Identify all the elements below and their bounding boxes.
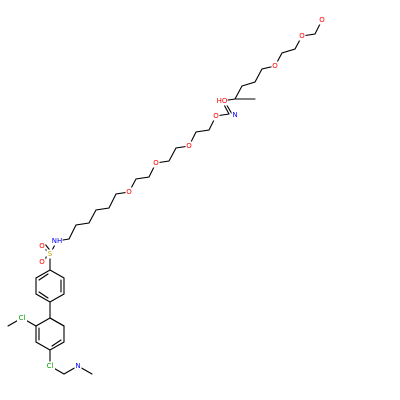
atom-label-n-imine: N [231, 110, 239, 120]
atom-text-o-s-top: O [39, 242, 45, 250]
atom-text-o-s-bottom: O [39, 258, 45, 266]
atom-text-o-peg-a: O [299, 32, 305, 40]
atom-text-nh: NH [52, 237, 63, 245]
atom-label-s: S [46, 249, 54, 259]
atom-text-ho: HO [217, 97, 228, 105]
atom-label-o-s-top: O [38, 241, 46, 251]
atom-label-o-peg-2: O [185, 141, 193, 151]
atom-label-cl-bottom: Cl [45, 361, 55, 371]
atom-text-o-terminal: O [319, 16, 325, 24]
atom-label-n-ring: N [74, 361, 82, 371]
atom-label-nh: NH [51, 236, 63, 246]
atom-text-o-peg-3: O [153, 159, 159, 167]
atom-text-o-peg-2: O [186, 142, 192, 150]
atom-label-o-s-bottom: O [38, 257, 46, 267]
atom-label-cl-top: Cl [17, 313, 27, 323]
atom-label-o-peg-4: O [125, 187, 133, 197]
atom-label-o-peg-1: O [212, 111, 220, 121]
atom-text-cl-top: Cl [19, 314, 26, 322]
atom-text-n-ring: N [75, 362, 80, 370]
atom-label-o-terminal: O [318, 15, 326, 25]
atom-text-o-peg-b: O [272, 62, 278, 70]
atom-text-o-peg-4: O [126, 188, 132, 196]
atom-label-o-peg-a: O [298, 31, 306, 41]
atom-label-o-peg-b: O [271, 61, 279, 71]
atom-label-ho: HO [216, 96, 228, 106]
atom-text-n-imine: N [232, 111, 237, 119]
atom-text-s: S [48, 250, 53, 258]
atom-text-cl-bottom: Cl [47, 362, 54, 370]
middle-peg-chain [68, 113, 230, 240]
atom-text-o-peg-1: O [213, 112, 219, 120]
atom-label-o-peg-3: O [152, 158, 160, 168]
